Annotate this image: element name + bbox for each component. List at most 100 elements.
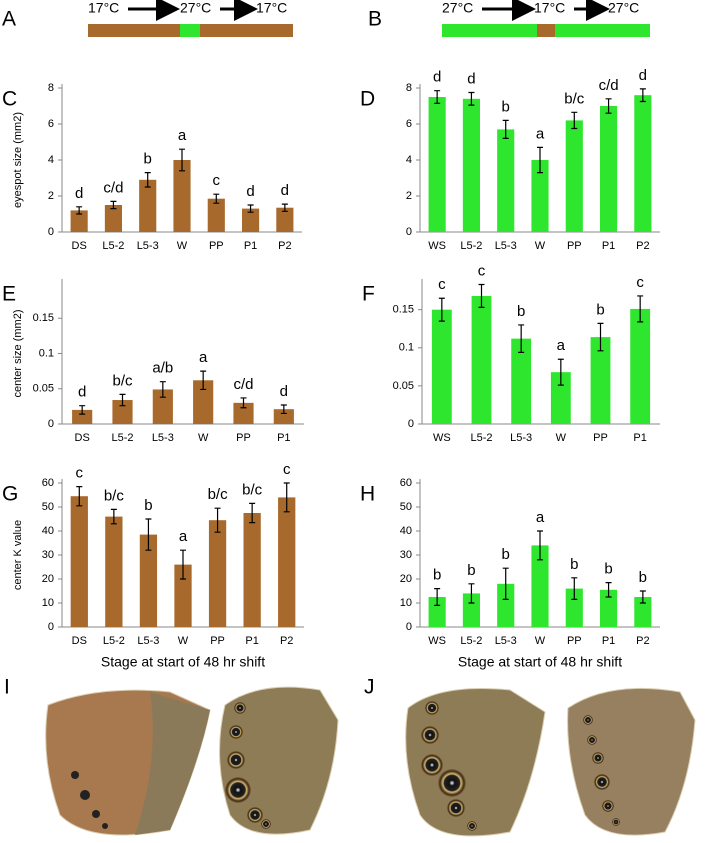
significance-letter: b [502, 98, 510, 115]
significance-letter: c/d [599, 77, 619, 94]
x-tick-label: P1 [633, 432, 646, 444]
x-tick-label: PP [236, 432, 251, 444]
x-tick-label: P1 [602, 635, 615, 647]
significance-letter: d [280, 383, 288, 400]
y-tick-label: 2 [406, 190, 412, 202]
error-bar [76, 486, 83, 507]
y-tick-label: 10 [400, 597, 412, 609]
significance-letter: c [438, 276, 446, 293]
bar [565, 120, 583, 232]
y-tick-label: 0 [406, 621, 412, 633]
bar [600, 106, 618, 232]
significance-letter: d [246, 183, 254, 200]
bar [634, 95, 652, 232]
bar [531, 545, 549, 627]
significance-letter: b [144, 151, 152, 168]
wing-photo [405, 687, 696, 837]
y-tick-label: 30 [400, 549, 412, 561]
significance-letter: b [502, 546, 510, 563]
significance-letter: b/c [242, 481, 263, 498]
error-bar [110, 200, 117, 210]
bar [233, 402, 254, 424]
x-tick-label: L5-3 [495, 240, 517, 252]
y-tick-label: 0.05 [393, 380, 414, 392]
error-bar [283, 482, 290, 513]
panel-label: D [360, 88, 375, 111]
y-tick-label: 20 [400, 573, 412, 585]
significance-letter: a [536, 509, 545, 526]
x-tick-label: W [535, 635, 546, 647]
schedule-segment [180, 24, 200, 37]
error-bar [571, 577, 578, 600]
bar [105, 516, 123, 627]
x-tick-label: W [556, 432, 567, 444]
error-bar [180, 549, 186, 580]
significance-letter: d [78, 384, 86, 401]
y-tick-label: 60 [400, 477, 412, 489]
y-tick-label: 4 [406, 154, 412, 166]
significance-letter: b [433, 567, 441, 584]
significance-letter: b [639, 569, 647, 586]
bar [431, 309, 452, 424]
x-tick-label: W [178, 635, 189, 647]
error-bar [79, 405, 86, 415]
error-bar [240, 397, 247, 409]
error-bar [537, 530, 543, 561]
x-tick-label: W [198, 432, 209, 444]
bar [242, 208, 260, 232]
significance-letter: b/c [564, 90, 585, 107]
y-tick-label: 2 [48, 190, 54, 202]
error-bar [213, 193, 220, 204]
error-bar [605, 98, 612, 114]
error-bar [468, 91, 475, 106]
significance-letter: d [75, 185, 83, 202]
bar [72, 409, 93, 424]
bar [428, 597, 446, 627]
y-tick-label: 6 [48, 118, 54, 130]
bar [208, 520, 227, 627]
error-bar [281, 203, 288, 212]
x-tick-label: DS [72, 240, 87, 252]
significance-letter: b [467, 562, 475, 579]
x-tick-label: L5-3 [510, 432, 532, 444]
bar [173, 160, 191, 232]
significance-letter: c/d [233, 376, 253, 393]
significance-letter: d [433, 69, 441, 86]
y-tick-label: 20 [42, 573, 54, 585]
x-tick-label: L5-2 [460, 240, 482, 252]
x-tick-label: L5-3 [495, 635, 517, 647]
y-tick-label: 40 [42, 525, 54, 537]
bar [630, 308, 651, 424]
significance-letter: a [179, 528, 188, 545]
x-tick-label: L5-2 [111, 432, 133, 444]
bar [139, 534, 158, 627]
bar [278, 497, 296, 627]
significance-letter: d [467, 70, 475, 87]
significance-letter: c/d [103, 179, 123, 196]
x-tick-label: P2 [636, 635, 649, 647]
panel-label: J [364, 676, 375, 699]
significance-letter: b [517, 303, 525, 320]
x-tick-label: DS [75, 432, 90, 444]
bar [193, 380, 214, 424]
error-bar [537, 146, 543, 174]
bar [531, 160, 549, 232]
bar [497, 583, 515, 627]
x-tick-label: P2 [280, 635, 293, 647]
x-tick-label: DS [72, 635, 87, 647]
y-tick-label: 0.05 [33, 383, 54, 395]
schedule-segment [537, 24, 555, 37]
bar [471, 295, 492, 424]
temperature: 17°C [256, 0, 287, 16]
significance-letter: d [639, 67, 647, 84]
error-bar [502, 119, 509, 139]
y-tick-label: 0.1 [399, 342, 414, 354]
panel-label: C [2, 88, 17, 111]
panel-label: A [2, 8, 16, 31]
error-bar [639, 590, 646, 604]
error-bar [478, 283, 485, 308]
y-tick-label: 50 [42, 501, 54, 513]
bar [273, 409, 294, 424]
